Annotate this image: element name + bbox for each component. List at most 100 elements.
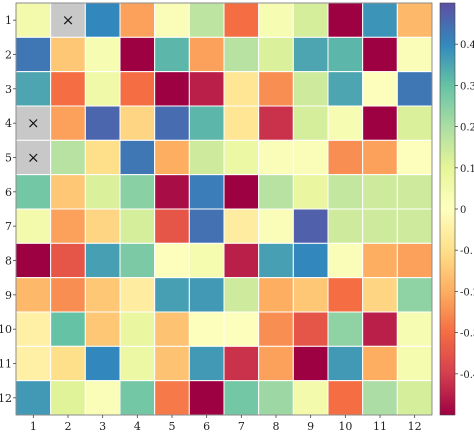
heatmap-cell bbox=[84, 2, 121, 38]
heatmap-cell bbox=[15, 174, 52, 210]
colorbar-tick-label: 0.4 bbox=[460, 40, 474, 51]
colorbar-tick-label: 0.3 bbox=[460, 81, 474, 92]
heatmap-cell bbox=[50, 36, 86, 73]
colorbar-gradient bbox=[439, 2, 456, 416]
heatmap-cell bbox=[327, 380, 364, 416]
heatmap-cell bbox=[396, 208, 433, 244]
heatmap-cell bbox=[15, 311, 52, 347]
heatmap-cell bbox=[154, 139, 190, 176]
heatmap-cell bbox=[396, 277, 433, 313]
y-tick-label: 12 bbox=[0, 392, 12, 405]
heatmap-cell bbox=[223, 139, 260, 176]
heatmap-cell bbox=[396, 105, 433, 141]
heatmap-cell bbox=[327, 345, 364, 382]
x-tick-label: 11 bbox=[373, 420, 387, 433]
heatmap-cell bbox=[362, 71, 398, 107]
heatmap-cell bbox=[50, 208, 86, 244]
heatmap-cell bbox=[84, 277, 121, 313]
heatmap-cell bbox=[396, 380, 433, 416]
heatmap-cell bbox=[396, 36, 433, 73]
heatmap-cell bbox=[362, 242, 398, 279]
heatmap-cell bbox=[188, 208, 225, 244]
y-tick-label: 9 bbox=[5, 289, 12, 302]
y-tick-label: 7 bbox=[5, 220, 12, 233]
heatmap-cell bbox=[327, 139, 364, 176]
heatmap-cell bbox=[258, 105, 294, 141]
heatmap-cell bbox=[50, 345, 86, 382]
heatmap-cell bbox=[327, 71, 364, 107]
heatmap-cell bbox=[292, 2, 329, 38]
heatmap-cell bbox=[50, 71, 86, 107]
x-tick-label: 1 bbox=[30, 420, 37, 433]
heatmap-cell bbox=[292, 71, 329, 107]
heatmap-cell bbox=[84, 174, 121, 210]
heatmap-cell bbox=[119, 36, 156, 73]
heatmap-cell bbox=[154, 242, 190, 279]
heatmap-cell bbox=[396, 139, 433, 176]
y-tick-label: 5 bbox=[5, 152, 12, 165]
heatmap-cell bbox=[119, 2, 156, 38]
heatmap-cell bbox=[84, 208, 121, 244]
heatmap-cell bbox=[188, 311, 225, 347]
x-tick-label: 8 bbox=[273, 420, 280, 433]
heatmap-cell bbox=[223, 2, 260, 38]
heatmap-cell bbox=[223, 311, 260, 347]
heatmap-cell bbox=[362, 380, 398, 416]
heatmap-cell bbox=[223, 380, 260, 416]
heatmap-cell bbox=[223, 277, 260, 313]
colorbar-ticks: 0.4 0.3 0.2 0.1 0 -0.1 -0.2 -0.3 -0.4 bbox=[455, 40, 474, 381]
y-tick-label: 4 bbox=[5, 117, 12, 130]
heatmap-cell bbox=[362, 208, 398, 244]
heatmap-cell bbox=[292, 277, 329, 313]
heatmap-cell bbox=[119, 71, 156, 107]
heatmap-cell bbox=[362, 2, 398, 38]
heatmap-cell bbox=[258, 139, 294, 176]
x-tick-label: 7 bbox=[238, 420, 245, 433]
heatmap-cell bbox=[188, 380, 225, 416]
heatmap-cell bbox=[258, 277, 294, 313]
heatmap-cell bbox=[258, 311, 294, 347]
heatmap-cell bbox=[188, 71, 225, 107]
heatmap-cell bbox=[15, 2, 52, 38]
heatmap-cell bbox=[188, 139, 225, 176]
heatmap-cell bbox=[84, 71, 121, 107]
heatmap-cell bbox=[50, 139, 86, 176]
heatmap-cell bbox=[50, 174, 86, 210]
heatmap-cell bbox=[362, 105, 398, 141]
heatmap-cell bbox=[292, 174, 329, 210]
heatmap-cell bbox=[327, 174, 364, 210]
heatmap-cell bbox=[292, 36, 329, 73]
heatmap-cell bbox=[154, 105, 190, 141]
heatmap-cell bbox=[292, 208, 329, 244]
heatmap-cell bbox=[327, 208, 364, 244]
y-tick-label: 8 bbox=[5, 255, 12, 268]
heatmap-cell bbox=[50, 2, 86, 38]
y-tick-label: 2 bbox=[5, 49, 12, 62]
heatmap-cell bbox=[188, 2, 225, 38]
x-tick-label: 10 bbox=[338, 420, 352, 433]
x-tick-label: 2 bbox=[65, 420, 72, 433]
heatmap-cell bbox=[15, 105, 52, 141]
heatmap-cell bbox=[15, 71, 52, 107]
heatmap-cell bbox=[292, 311, 329, 347]
heatmap-cell bbox=[327, 105, 364, 141]
heatmap-cell bbox=[119, 139, 156, 176]
heatmap-cell bbox=[188, 105, 225, 141]
heatmap-cell bbox=[396, 174, 433, 210]
x-tick-label: 6 bbox=[203, 420, 210, 433]
heatmap-cell bbox=[223, 345, 260, 382]
heatmap-cell bbox=[154, 208, 190, 244]
x-tick-label: 9 bbox=[307, 420, 314, 433]
missing-marker: × bbox=[62, 11, 75, 29]
heatmap-cell bbox=[258, 345, 294, 382]
heatmap-cell bbox=[154, 380, 190, 416]
heatmap-cell bbox=[188, 345, 225, 382]
colorbar-tick-label: 0 bbox=[460, 205, 466, 216]
y-tick-label: 11 bbox=[0, 358, 12, 371]
heatmap-cell bbox=[50, 311, 86, 347]
heatmap-cell bbox=[154, 36, 190, 73]
y-tick-label: 10 bbox=[0, 323, 12, 336]
heatmap-cell bbox=[223, 208, 260, 244]
heatmap-cell bbox=[50, 277, 86, 313]
heatmap-cell bbox=[154, 71, 190, 107]
